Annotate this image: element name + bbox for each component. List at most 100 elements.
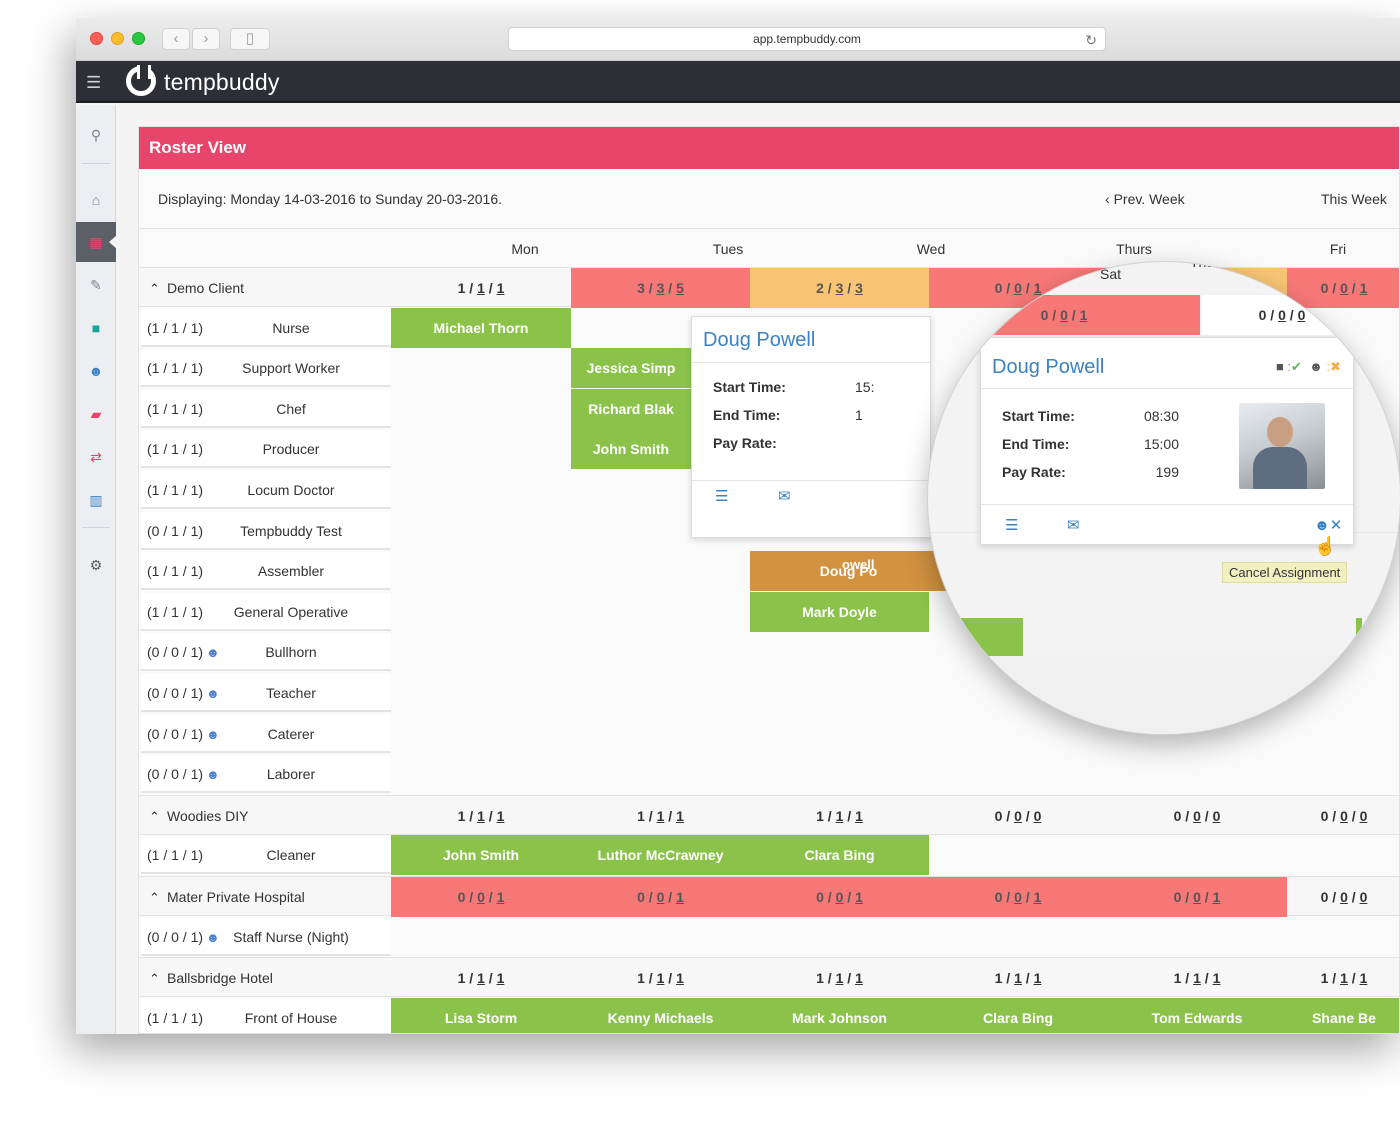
zoom-window-button[interactable] <box>132 32 145 45</box>
day-total-cell[interactable]: 0 / 0 / 0 <box>1320 889 1368 905</box>
role-name: Caterer <box>267 725 315 742</box>
client-name-label: Woodies DIY <box>167 807 249 824</box>
bar-chart-icon[interactable]: ▥ <box>89 492 103 508</box>
role-cell[interactable]: (1 / 1 / 1) Front of House <box>141 998 391 1033</box>
search-icon[interactable]: ⚲ <box>90 127 102 143</box>
day-total-cell[interactable]: 0 / 0 / 1 <box>750 877 929 917</box>
cancel-assignment-icon[interactable]: ☻✕ <box>1314 517 1343 534</box>
day-total-cell[interactable]: 0 / 0 / 1 <box>391 877 571 917</box>
menu-icon[interactable]: ☰ <box>86 73 102 92</box>
details-icon[interactable]: ☰ <box>1005 517 1019 534</box>
role-cell[interactable]: (0 / 1 / 1) Tempbuddy Test <box>141 511 391 550</box>
day-total-cell[interactable]: 0 / 0 / 0 <box>1173 807 1221 824</box>
assignment-bar[interactable]: Clara Bing <box>929 997 1107 1033</box>
role-cell[interactable]: (0 / 0 / 1) ☻ Staff Nurse (Night) <box>141 917 391 956</box>
address-bar[interactable]: app.tempbuddy.com ↻ <box>508 27 1106 51</box>
sidebar-divider <box>82 163 110 164</box>
assignment-bar[interactable]: Doug Po <box>750 551 947 592</box>
popup-employee-name[interactable]: Doug Powell <box>703 329 816 351</box>
calendar-grid-icon[interactable]: ▦ <box>76 222 117 262</box>
day-total-cell[interactable]: 0 / 0 / 1 <box>1107 877 1287 917</box>
assignment-popup: Doug Powell Start Time: 15: End Time: 1 … <box>691 316 931 538</box>
reload-icon[interactable]: ↻ <box>1085 32 1097 48</box>
users-icon[interactable]: ☻ <box>88 363 104 379</box>
assignment-bar[interactable]: Mark Johnson <box>750 997 929 1033</box>
day-total-cell[interactable]: 1 / 1 / 1 <box>637 807 684 824</box>
role-row: (1 / 1 / 1) Nurse Michael Thorn <box>139 307 1399 348</box>
assignment-bar[interactable]: Kenny Michaels <box>571 997 750 1033</box>
assignment-bar[interactable]: Shane Be <box>1287 997 1399 1033</box>
gear-icon[interactable]: ⚙ <box>89 557 103 573</box>
role-cell[interactable]: (1 / 1 / 1) Cleaner <box>141 836 391 875</box>
assignment-bar[interactable]: Luthor McCrawney <box>571 835 750 876</box>
role-cell[interactable]: (0 / 0 / 1) ☻ Teacher <box>141 674 391 712</box>
day-total-cell[interactable]: 0 / 0 / 0 <box>994 807 1042 824</box>
mag-assignment-bar[interactable] <box>928 618 1023 658</box>
day-total-cell[interactable]: 3 / 3 / 5 <box>571 268 750 308</box>
mag-assignment-bar[interactable] <box>1356 618 1362 650</box>
day-total-cell[interactable]: 1 / 1 / 1 <box>1173 970 1221 987</box>
chevron-up-icon[interactable]: ⌃ <box>149 281 160 296</box>
minimize-window-button[interactable] <box>111 32 124 45</box>
edit-icon[interactable]: ✎ <box>90 277 102 293</box>
close-window-button[interactable] <box>90 32 103 45</box>
role-cell[interactable]: (1 / 1 / 1) Producer <box>141 430 391 469</box>
role-cell[interactable]: (1 / 1 / 1) Chef <box>141 389 391 428</box>
book-icon[interactable]: ▰ <box>90 406 102 422</box>
day-total-cell[interactable]: 1 / 1 / 1 <box>637 970 684 987</box>
mag-pay-value: 199 <box>1155 464 1179 480</box>
assignment-bar[interactable]: Tom Edwards <box>1107 997 1287 1033</box>
assignment-bar[interactable]: Michael Thorn <box>391 307 571 348</box>
details-icon[interactable]: ☰ <box>715 488 729 505</box>
day-total-cell[interactable]: 0 / 0 / 1 <box>571 877 750 917</box>
assignment-bar[interactable]: Richard Blak <box>571 388 691 429</box>
role-cell[interactable]: (1 / 1 / 1) General Operative <box>141 592 391 631</box>
mag-employee-name[interactable]: Doug Powell <box>992 356 1105 378</box>
assignment-bar[interactable]: Jessica Simp <box>571 348 691 389</box>
home-icon[interactable]: ⌂ <box>91 192 101 208</box>
assignment-bar[interactable]: John Smith <box>571 429 691 470</box>
chevron-up-icon[interactable]: ⌃ <box>149 971 160 987</box>
day-total-cell[interactable]: 2 / 3 / 3 <box>750 268 929 308</box>
mag-pay-label: Pay Rate: <box>1002 464 1066 480</box>
day-total-cell[interactable]: 0 / 0 / 0 <box>1320 807 1368 824</box>
day-total-cell[interactable]: 1 / 1 / 1 <box>816 807 863 824</box>
mag-total-cell[interactable]: 0 / 0 / 0 <box>1202 295 1362 335</box>
day-total-cell[interactable]: 1 / 1 / 1 <box>457 970 505 987</box>
day-total-cell[interactable]: 0 / 0 / 1 <box>929 877 1107 917</box>
role-cell[interactable]: (0 / 0 / 1) ☻ Bullhorn <box>141 633 391 672</box>
assignment-bar[interactable]: Lisa Storm <box>391 997 571 1033</box>
client-name[interactable]: ⌃ Woodies DIY <box>149 796 248 837</box>
day-total-cell[interactable]: 1 / 1 / 1 <box>1320 970 1368 987</box>
role-cell[interactable]: (0 / 0 / 1) ☻ Caterer <box>141 714 391 753</box>
day-total-cell[interactable]: 1 / 1 / 1 <box>457 280 505 296</box>
day-total-cell[interactable]: 1 / 1 / 1 <box>816 970 863 987</box>
role-cell[interactable]: (1 / 1 / 1) Nurse <box>141 308 391 347</box>
envelope-icon[interactable]: ✉ <box>778 488 791 505</box>
logo-text[interactable]: tempbuddy <box>164 69 280 95</box>
day-total-cell[interactable]: 1 / 1 / 1 <box>457 807 505 824</box>
forward-icon[interactable]: › <box>192 28 220 50</box>
chevron-up-icon[interactable]: ⌃ <box>149 890 160 905</box>
assignment-bar[interactable]: Clara Bing <box>750 835 929 876</box>
role-cell[interactable]: (1 / 1 / 1) Assembler <box>141 552 391 591</box>
role-cell[interactable]: (0 / 0 / 1) ☻ Laborer <box>141 755 391 794</box>
role-cell[interactable]: (1 / 1 / 1) Locum Doctor <box>141 471 391 509</box>
role-cell[interactable]: (1 / 1 / 1) Support Worker <box>141 349 391 388</box>
day-total-cell[interactable]: 1 / 1 / 1 <box>994 970 1042 987</box>
chevron-up-icon[interactable]: ⌃ <box>149 808 160 824</box>
client-name[interactable]: ⌃ Mater Private Hospital <box>149 877 305 918</box>
assignment-bar[interactable]: Mark Doyle <box>750 591 929 632</box>
mag-total-cell[interactable]: 0 / 0 / 1 <box>928 295 1200 335</box>
assignment-bar[interactable]: John Smith <box>391 835 571 876</box>
back-icon[interactable]: ‹ <box>162 28 190 50</box>
envelope-icon[interactable]: ✉ <box>1067 517 1080 534</box>
prev-week-button[interactable]: ‹ Prev. Week <box>1105 191 1185 207</box>
retweet-icon[interactable]: ⇄ <box>90 449 102 465</box>
sidebar-toggle-icon[interactable]: ▯ <box>230 28 270 50</box>
role-row: (1 / 1 / 1) General Operative Mark Doyle <box>139 591 1399 632</box>
this-week-button[interactable]: This Week <box>1321 191 1387 207</box>
client-name[interactable]: ⌃ Ballsbridge Hotel <box>149 958 273 999</box>
briefcase-icon[interactable]: ■ <box>91 320 101 336</box>
client-name[interactable]: ⌃ Demo Client <box>149 268 244 309</box>
